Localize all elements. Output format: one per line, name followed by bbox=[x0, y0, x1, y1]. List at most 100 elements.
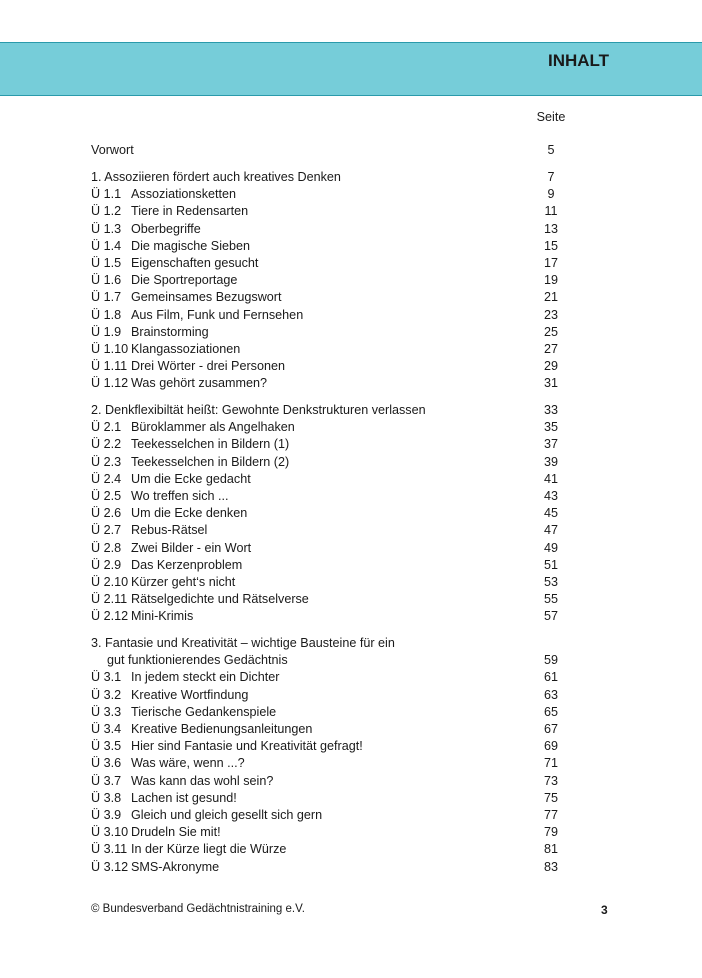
toc-entry-preface[interactable]: Vorwort 5 bbox=[91, 142, 571, 159]
entry-title: Die magische Sieben bbox=[131, 238, 251, 253]
entry-page: 71 bbox=[543, 756, 558, 771]
entry-page: 41 bbox=[543, 471, 558, 486]
section-title: 1. Assoziieren fördert auch kreatives De… bbox=[91, 170, 341, 184]
entry-title: Die Sportreportage bbox=[131, 273, 238, 288]
toc-entry[interactable]: Ü 2.1 Büroklammer als Angelhaken 35 bbox=[91, 419, 571, 436]
entry-title: Was gehört zusammen? bbox=[131, 376, 268, 391]
toc-entry[interactable]: Ü 1.1 Assoziationsketten 9 bbox=[91, 186, 571, 203]
toc-entry[interactable]: Ü 3.8 Lachen ist gesund! 75 bbox=[91, 790, 571, 807]
toc-entry[interactable]: Ü 1.10 Klangassoziationen 27 bbox=[91, 341, 571, 358]
entry-page: 5 bbox=[547, 143, 555, 157]
entry-page: 77 bbox=[543, 808, 558, 822]
toc-entry[interactable]: Ü 3.11 In der Kürze liegt die Würze 81 bbox=[91, 841, 571, 858]
entry-page: 39 bbox=[543, 454, 558, 469]
entry-title: Um die Ecke denken bbox=[131, 506, 248, 521]
section-heading[interactable]: 3. Fantasie und Kreativität – wichtige B… bbox=[91, 635, 571, 652]
entry-title: Eigenschaften gesucht bbox=[131, 256, 259, 270]
entry-page: 19 bbox=[543, 273, 558, 288]
toc-entry[interactable]: Ü 2.4 Um die Ecke gedacht 41 bbox=[91, 471, 571, 488]
page-number: 3 bbox=[601, 903, 608, 917]
entry-number: Ü 2.11 bbox=[91, 592, 128, 607]
toc-entry[interactable]: Ü 3.12 SMS-Akronyme 83 bbox=[91, 859, 571, 876]
toc-entry[interactable]: Ü 2.10 Kürzer geht‘s nicht 53 bbox=[91, 574, 571, 591]
toc-entry[interactable]: Ü 3.1 In jedem steckt ein Dichter 61 bbox=[91, 669, 571, 686]
toc-entry[interactable]: Ü 1.12 Was gehört zusammen? 31 bbox=[91, 375, 571, 392]
toc-entry[interactable]: Ü 3.5 Hier sind Fantasie und Kreativität … bbox=[91, 738, 571, 755]
entry-number: Ü 2.4 bbox=[91, 471, 122, 486]
entry-page: 69 bbox=[543, 739, 558, 754]
entry-page: 53 bbox=[543, 575, 558, 589]
entry-number: Ü 1.10 bbox=[91, 342, 129, 356]
entry-number: Ü 2.6 bbox=[91, 506, 122, 521]
toc-entry[interactable]: Ü 1.7 Gemeinsames Bezugswort 21 bbox=[91, 289, 571, 306]
entry-page: 31 bbox=[543, 376, 558, 391]
toc-entry[interactable]: Ü 3.9 Gleich und gleich gesellt sich gern… bbox=[91, 807, 571, 824]
entry-title: Rebus-Rätsel bbox=[131, 523, 208, 538]
entry-page: 81 bbox=[543, 842, 558, 857]
toc-entry[interactable]: Ü 1.3 Oberbegriffe 13 bbox=[91, 221, 571, 238]
entry-number: Ü 1.7 bbox=[91, 290, 122, 305]
entry-title: In der Kürze liegt die Würze bbox=[131, 842, 287, 857]
section-heading[interactable]: 2. Denkflexibiltät heißt: Gewohnte Denks… bbox=[91, 402, 571, 419]
toc-entry[interactable]: Ü 2.8 Zwei Bilder - ein Wort 49 bbox=[91, 540, 571, 557]
toc-entry[interactable]: Ü 1.6 Die Sportreportage 19 bbox=[91, 272, 571, 289]
toc-entry[interactable]: Ü 1.2 Tiere in Redensarten 11 bbox=[91, 203, 571, 220]
entry-page: 73 bbox=[543, 773, 558, 788]
page-title: INHALT bbox=[548, 51, 610, 70]
toc-entry[interactable]: Ü 2.6 Um die Ecke denken 45 bbox=[91, 505, 571, 522]
entry-number: Ü 3.6 bbox=[91, 756, 122, 771]
toc-entry[interactable]: Ü 1.4 Die magische Sieben 15 bbox=[91, 238, 571, 255]
entry-number: Ü 3.8 bbox=[91, 790, 122, 805]
entry-page: 63 bbox=[543, 687, 558, 702]
entry-title: Was kann das wohl sein? bbox=[131, 773, 274, 788]
entry-number: Ü 1.2 bbox=[91, 204, 122, 219]
entry-page: 57 bbox=[543, 609, 558, 624]
entry-title: Drudeln Sie mit! bbox=[131, 825, 221, 840]
entry-number: Ü 1.3 bbox=[91, 221, 122, 236]
toc-entry[interactable]: Ü 1.9 Brainstorming 25 bbox=[91, 324, 571, 341]
toc-entry[interactable]: Ü 2.11 Rätselgedichte und Rätselverse 55 bbox=[91, 591, 571, 608]
page-column-label: Seite bbox=[536, 110, 566, 124]
toc-entry[interactable]: Ü 3.2 Kreative Wortfindung 63 bbox=[91, 687, 571, 704]
entry-page: 83 bbox=[543, 859, 558, 874]
entry-number: Ü 3.11 bbox=[91, 842, 128, 857]
toc-entry[interactable]: Ü 2.5 Wo treffen sich ... 43 bbox=[91, 488, 571, 505]
entry-page: 55 bbox=[543, 592, 558, 607]
entry-title: Brainstorming bbox=[131, 324, 209, 339]
entry-number: Ü 2.5 bbox=[91, 489, 122, 503]
entry-number: Ü 3.1 bbox=[91, 670, 122, 685]
entry-page: 11 bbox=[544, 204, 558, 219]
entry-title: Teekesselchen in Bildern (2) bbox=[131, 454, 290, 469]
entry-page: 15 bbox=[543, 238, 558, 253]
toc-entry[interactable]: Ü 1.11 Drei Wörter - drei Personen 29 bbox=[91, 358, 571, 375]
entry-page: 47 bbox=[543, 523, 558, 538]
toc-entry[interactable]: Ü 2.9 Das Kerzenproblem 51 bbox=[91, 557, 571, 574]
toc-entry[interactable]: Ü 2.3 Teekesselchen in Bildern (2) 39 bbox=[91, 454, 571, 471]
entry-title: SMS-Akronyme bbox=[131, 859, 220, 874]
toc-entry[interactable]: Ü 3.10 Drudeln Sie mit! 79 bbox=[91, 824, 571, 841]
entry-number: Ü 3.5 bbox=[91, 739, 122, 754]
toc-entry[interactable]: Ü 1.8 Aus Film, Funk und Fernsehen 23 bbox=[91, 307, 571, 324]
toc-entry[interactable]: Ü 3.6 Was wäre, wenn ...? 71 bbox=[91, 755, 571, 772]
entry-number: Ü 1.6 bbox=[91, 273, 122, 288]
entry-title: Mini-Krimis bbox=[131, 609, 194, 624]
entry-title: Gemeinsames Bezugswort bbox=[131, 290, 282, 305]
toc-entry[interactable]: Ü 3.7 Was kann das wohl sein? 73 bbox=[91, 773, 571, 790]
section-page: 59 bbox=[543, 653, 558, 668]
entry-page: 43 bbox=[543, 489, 558, 503]
toc-entry[interactable]: Ü 2.12 Mini-Krimis 57 bbox=[91, 608, 571, 625]
toc-entry[interactable]: Ü 2.7 Rebus-Rätsel 47 bbox=[91, 522, 571, 539]
entry-page: 65 bbox=[543, 704, 558, 719]
toc-entry[interactable]: Ü 2.2 Teekesselchen in Bildern (1) 37 bbox=[91, 436, 571, 453]
toc-entry[interactable]: Ü 1.5 Eigenschaften gesucht 17 bbox=[91, 255, 571, 272]
entry-title: Kreative Bedienungsanleitungen bbox=[131, 722, 313, 736]
entry-page: 75 bbox=[543, 790, 558, 805]
entry-number: Ü 1.9 bbox=[91, 324, 122, 339]
toc-entry[interactable]: Ü 3.3 Tierische Gedankenspiele 65 bbox=[91, 704, 571, 721]
section-heading[interactable]: 1. Assoziieren fördert auch kreatives De… bbox=[91, 169, 571, 186]
section-heading-continued[interactable]: gut funktionierendes Gedächtnis 59 bbox=[91, 652, 571, 669]
entry-number: Ü 1.4 bbox=[91, 238, 122, 253]
entry-number: Ü 1.11 bbox=[91, 359, 128, 374]
toc-entry[interactable]: Ü 3.4 Kreative Bedienungsanleitungen 67 bbox=[91, 721, 571, 738]
entry-title: Vorwort bbox=[91, 143, 134, 157]
